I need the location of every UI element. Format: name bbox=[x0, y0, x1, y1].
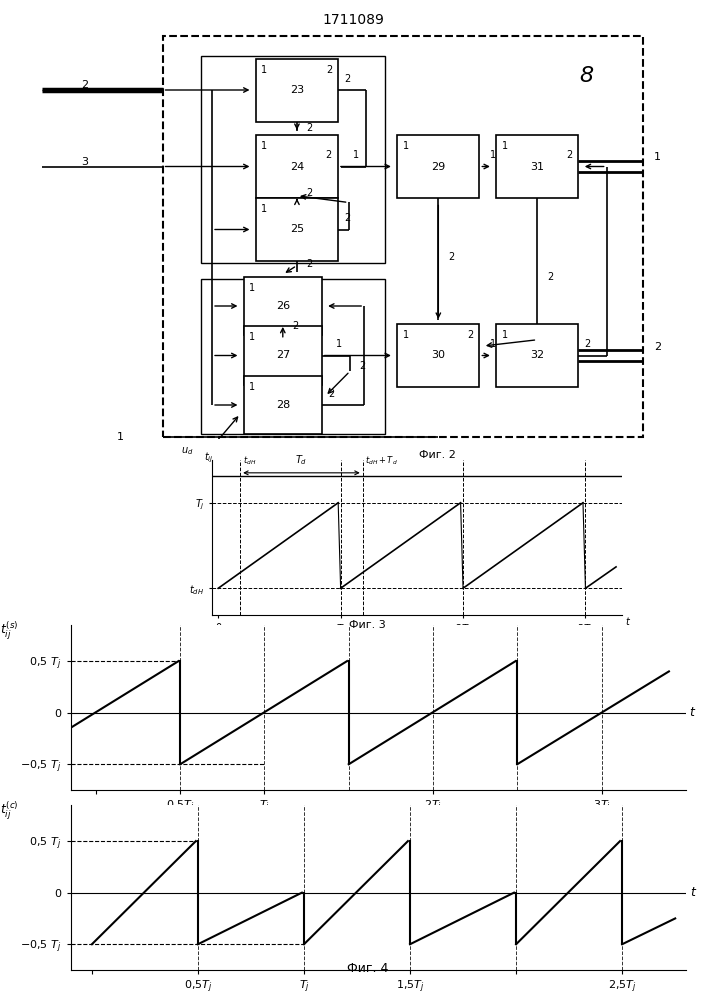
Text: 29: 29 bbox=[431, 161, 445, 172]
Text: Фиг. 3: Фиг. 3 bbox=[349, 620, 386, 630]
Text: 26: 26 bbox=[276, 301, 290, 311]
Text: 1: 1 bbox=[250, 382, 255, 392]
Text: 1: 1 bbox=[262, 204, 267, 214]
Text: $t_{dH}+T_d$: $t_{dH}+T_d$ bbox=[365, 455, 398, 467]
Text: 1: 1 bbox=[491, 339, 496, 349]
Text: 1: 1 bbox=[403, 141, 409, 151]
FancyBboxPatch shape bbox=[244, 376, 322, 434]
Text: 8: 8 bbox=[580, 66, 594, 87]
Text: 2: 2 bbox=[307, 259, 312, 269]
Text: 30: 30 bbox=[431, 351, 445, 360]
Text: 2: 2 bbox=[344, 213, 350, 223]
Text: 2: 2 bbox=[327, 65, 332, 75]
Text: 3: 3 bbox=[81, 157, 88, 167]
Text: 32: 32 bbox=[530, 351, 544, 360]
Text: 1: 1 bbox=[117, 432, 124, 442]
FancyBboxPatch shape bbox=[397, 135, 479, 198]
FancyBboxPatch shape bbox=[496, 324, 578, 387]
Text: 31: 31 bbox=[530, 161, 544, 172]
FancyBboxPatch shape bbox=[256, 135, 338, 198]
Text: 1: 1 bbox=[262, 65, 267, 75]
FancyBboxPatch shape bbox=[256, 198, 338, 261]
Text: 1711089: 1711089 bbox=[322, 13, 385, 27]
Text: 1: 1 bbox=[502, 141, 508, 151]
Text: 23: 23 bbox=[290, 85, 304, 95]
Text: 2: 2 bbox=[326, 150, 332, 160]
Y-axis label: $t^{(c)}_{ij}$: $t^{(c)}_{ij}$ bbox=[0, 799, 18, 822]
Y-axis label: $u_d$: $u_d$ bbox=[181, 445, 194, 457]
Text: $t$: $t$ bbox=[690, 886, 697, 899]
FancyBboxPatch shape bbox=[244, 277, 322, 335]
Text: 1: 1 bbox=[502, 330, 508, 340]
Text: 1: 1 bbox=[250, 283, 255, 293]
Text: 1: 1 bbox=[262, 141, 267, 151]
Text: 2: 2 bbox=[307, 188, 312, 198]
FancyBboxPatch shape bbox=[397, 324, 479, 387]
Text: 2: 2 bbox=[654, 342, 661, 352]
Text: 27: 27 bbox=[276, 351, 290, 360]
Text: 1: 1 bbox=[491, 150, 496, 160]
Text: $T_d$: $T_d$ bbox=[296, 454, 308, 467]
Text: $t_{ij}$: $t_{ij}$ bbox=[204, 451, 214, 465]
Text: 2: 2 bbox=[307, 123, 312, 133]
FancyBboxPatch shape bbox=[256, 58, 338, 121]
Text: 2: 2 bbox=[547, 272, 553, 282]
Text: Фиг. 4: Фиг. 4 bbox=[347, 962, 388, 975]
Text: $t$: $t$ bbox=[624, 615, 631, 627]
Text: 1: 1 bbox=[403, 330, 409, 340]
Text: 1: 1 bbox=[337, 339, 342, 349]
Text: 28: 28 bbox=[276, 400, 290, 410]
Text: 2: 2 bbox=[360, 361, 366, 371]
Text: 1: 1 bbox=[353, 150, 358, 160]
Text: $t_{dH}$: $t_{dH}$ bbox=[243, 455, 256, 467]
Text: 24: 24 bbox=[290, 161, 304, 172]
Text: 2: 2 bbox=[448, 251, 454, 261]
Text: 2: 2 bbox=[81, 81, 88, 91]
Text: 1: 1 bbox=[250, 332, 255, 342]
Text: 2: 2 bbox=[467, 330, 473, 340]
Text: Фиг. 2: Фиг. 2 bbox=[419, 450, 456, 460]
Text: 2: 2 bbox=[344, 74, 350, 84]
FancyBboxPatch shape bbox=[244, 326, 322, 385]
Text: $t$: $t$ bbox=[689, 706, 696, 719]
Text: 2: 2 bbox=[566, 150, 572, 160]
Text: 2: 2 bbox=[328, 389, 334, 399]
Text: 1: 1 bbox=[654, 152, 661, 162]
Text: 25: 25 bbox=[290, 225, 304, 234]
Y-axis label: $t^{(s)}_{ij}$: $t^{(s)}_{ij}$ bbox=[0, 619, 18, 642]
Text: 2: 2 bbox=[585, 339, 590, 349]
Text: 2: 2 bbox=[293, 321, 298, 331]
FancyBboxPatch shape bbox=[496, 135, 578, 198]
